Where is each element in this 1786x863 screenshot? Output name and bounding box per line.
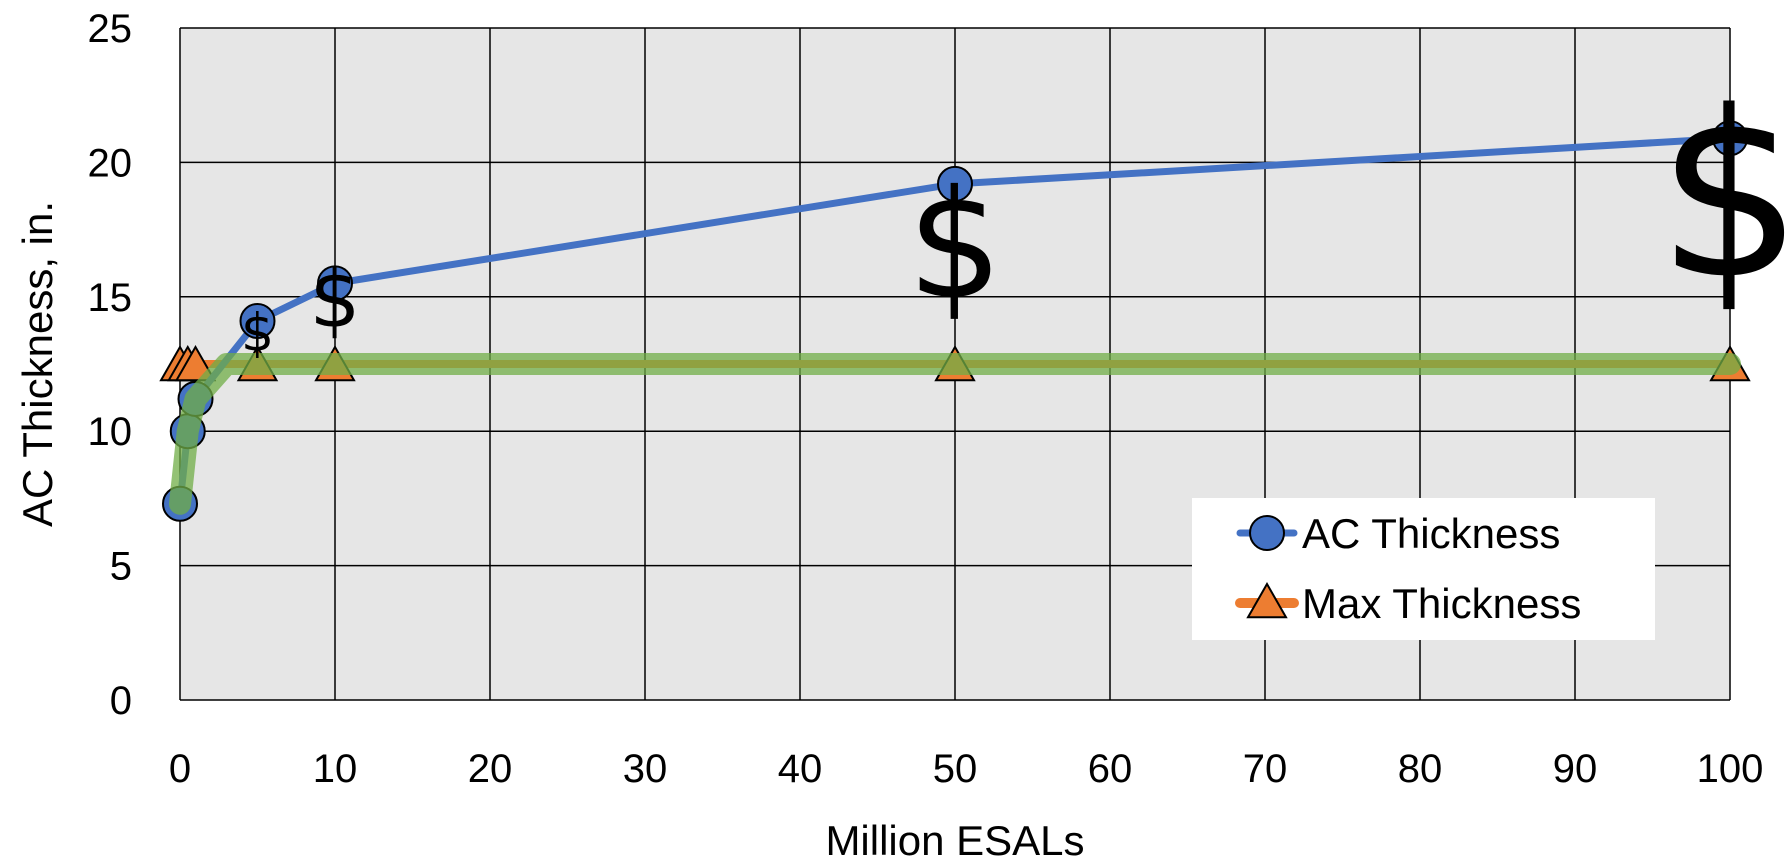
y-tick-label: 5: [110, 545, 132, 589]
y-axis-title: AC Thickness, in.: [14, 201, 61, 527]
y-tick-label: 25: [88, 7, 133, 51]
y-tick-labels: 0 5 10 15 20 25: [88, 7, 133, 723]
x-tick-label: 30: [623, 747, 668, 791]
overlay-band: [169, 353, 1741, 515]
x-tick-label: 70: [1243, 747, 1288, 791]
dollar-annotation: $: [310, 252, 361, 345]
legend-label: AC Thickness: [1302, 510, 1560, 557]
x-tick-label: 80: [1398, 747, 1443, 791]
y-tick-label: 15: [88, 276, 133, 320]
x-tick-label: 60: [1088, 747, 1133, 791]
series-layer: [159, 120, 1751, 522]
legend-item: Max Thickness: [1235, 580, 1581, 627]
y-tick-label: 0: [110, 679, 132, 723]
dollar-annotation: $: [241, 304, 274, 364]
x-axis-title: Million ESALs: [825, 817, 1084, 863]
ac-thickness-point: [937, 165, 973, 202]
legend-label: Max Thickness: [1302, 580, 1581, 627]
x-tick-label: 0: [169, 747, 191, 791]
legend-item: AC Thickness: [1236, 510, 1560, 557]
x-tick-label: 20: [468, 747, 513, 791]
ac-thickness-point: [239, 302, 276, 339]
y-tick-label: 10: [88, 410, 133, 454]
x-tick-label: 50: [933, 747, 978, 791]
ac-thickness-point: [317, 265, 353, 302]
x-tick-label: 10: [313, 747, 358, 791]
series-overlay: [169, 353, 1741, 515]
dollar-annotation: $: [907, 159, 1002, 333]
annotation-layer: $ $ $ $: [241, 63, 1786, 363]
legend-marker: [1249, 515, 1285, 551]
ac-thickness-point: [1712, 120, 1748, 157]
x-tick-label: 100: [1697, 747, 1764, 791]
y-tick-label: 20: [88, 141, 133, 185]
legend: AC Thickness Max Thickness: [1192, 498, 1655, 640]
x-tick-labels: 0 10 20 30 40 50 60 70 80 90 100: [169, 747, 1764, 791]
x-tick-label: 40: [778, 747, 823, 791]
x-tick-label: 90: [1553, 747, 1598, 791]
legend-marker: [1246, 581, 1288, 619]
dollar-annotation: $: [1657, 63, 1786, 330]
